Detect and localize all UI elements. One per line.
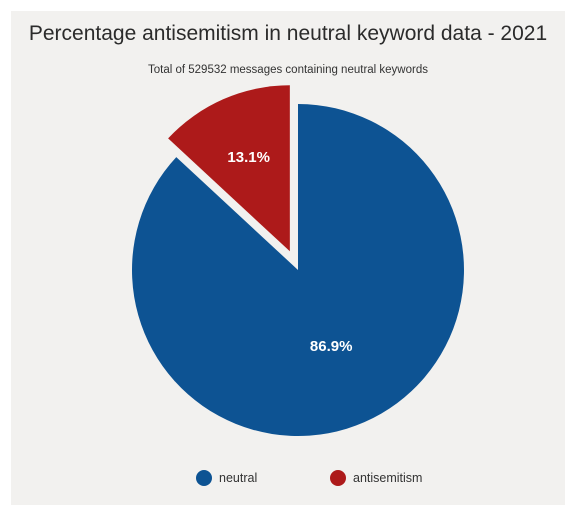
pie-slice-neutral[interactable] [132,104,464,436]
legend-swatch-antisemitism [330,470,346,486]
slice-label-antisemitism: 13.1% [227,149,270,166]
slice-label-neutral: 86.9% [310,338,353,355]
legend-item-neutral[interactable]: neutral [196,470,257,486]
legend-label-antisemitism: antisemitism [353,471,423,485]
chart-title: Percentage antisemitism in neutral keywo… [28,22,548,45]
chart-subtitle: Total of 529532 messages containing neut… [147,64,428,76]
pie-slice-antisemitism[interactable] [168,85,290,252]
legend-label-neutral: neutral [219,471,258,485]
legend-swatch-neutral [196,470,212,486]
legend-item-antisemitism[interactable]: antisemitism [330,470,422,486]
